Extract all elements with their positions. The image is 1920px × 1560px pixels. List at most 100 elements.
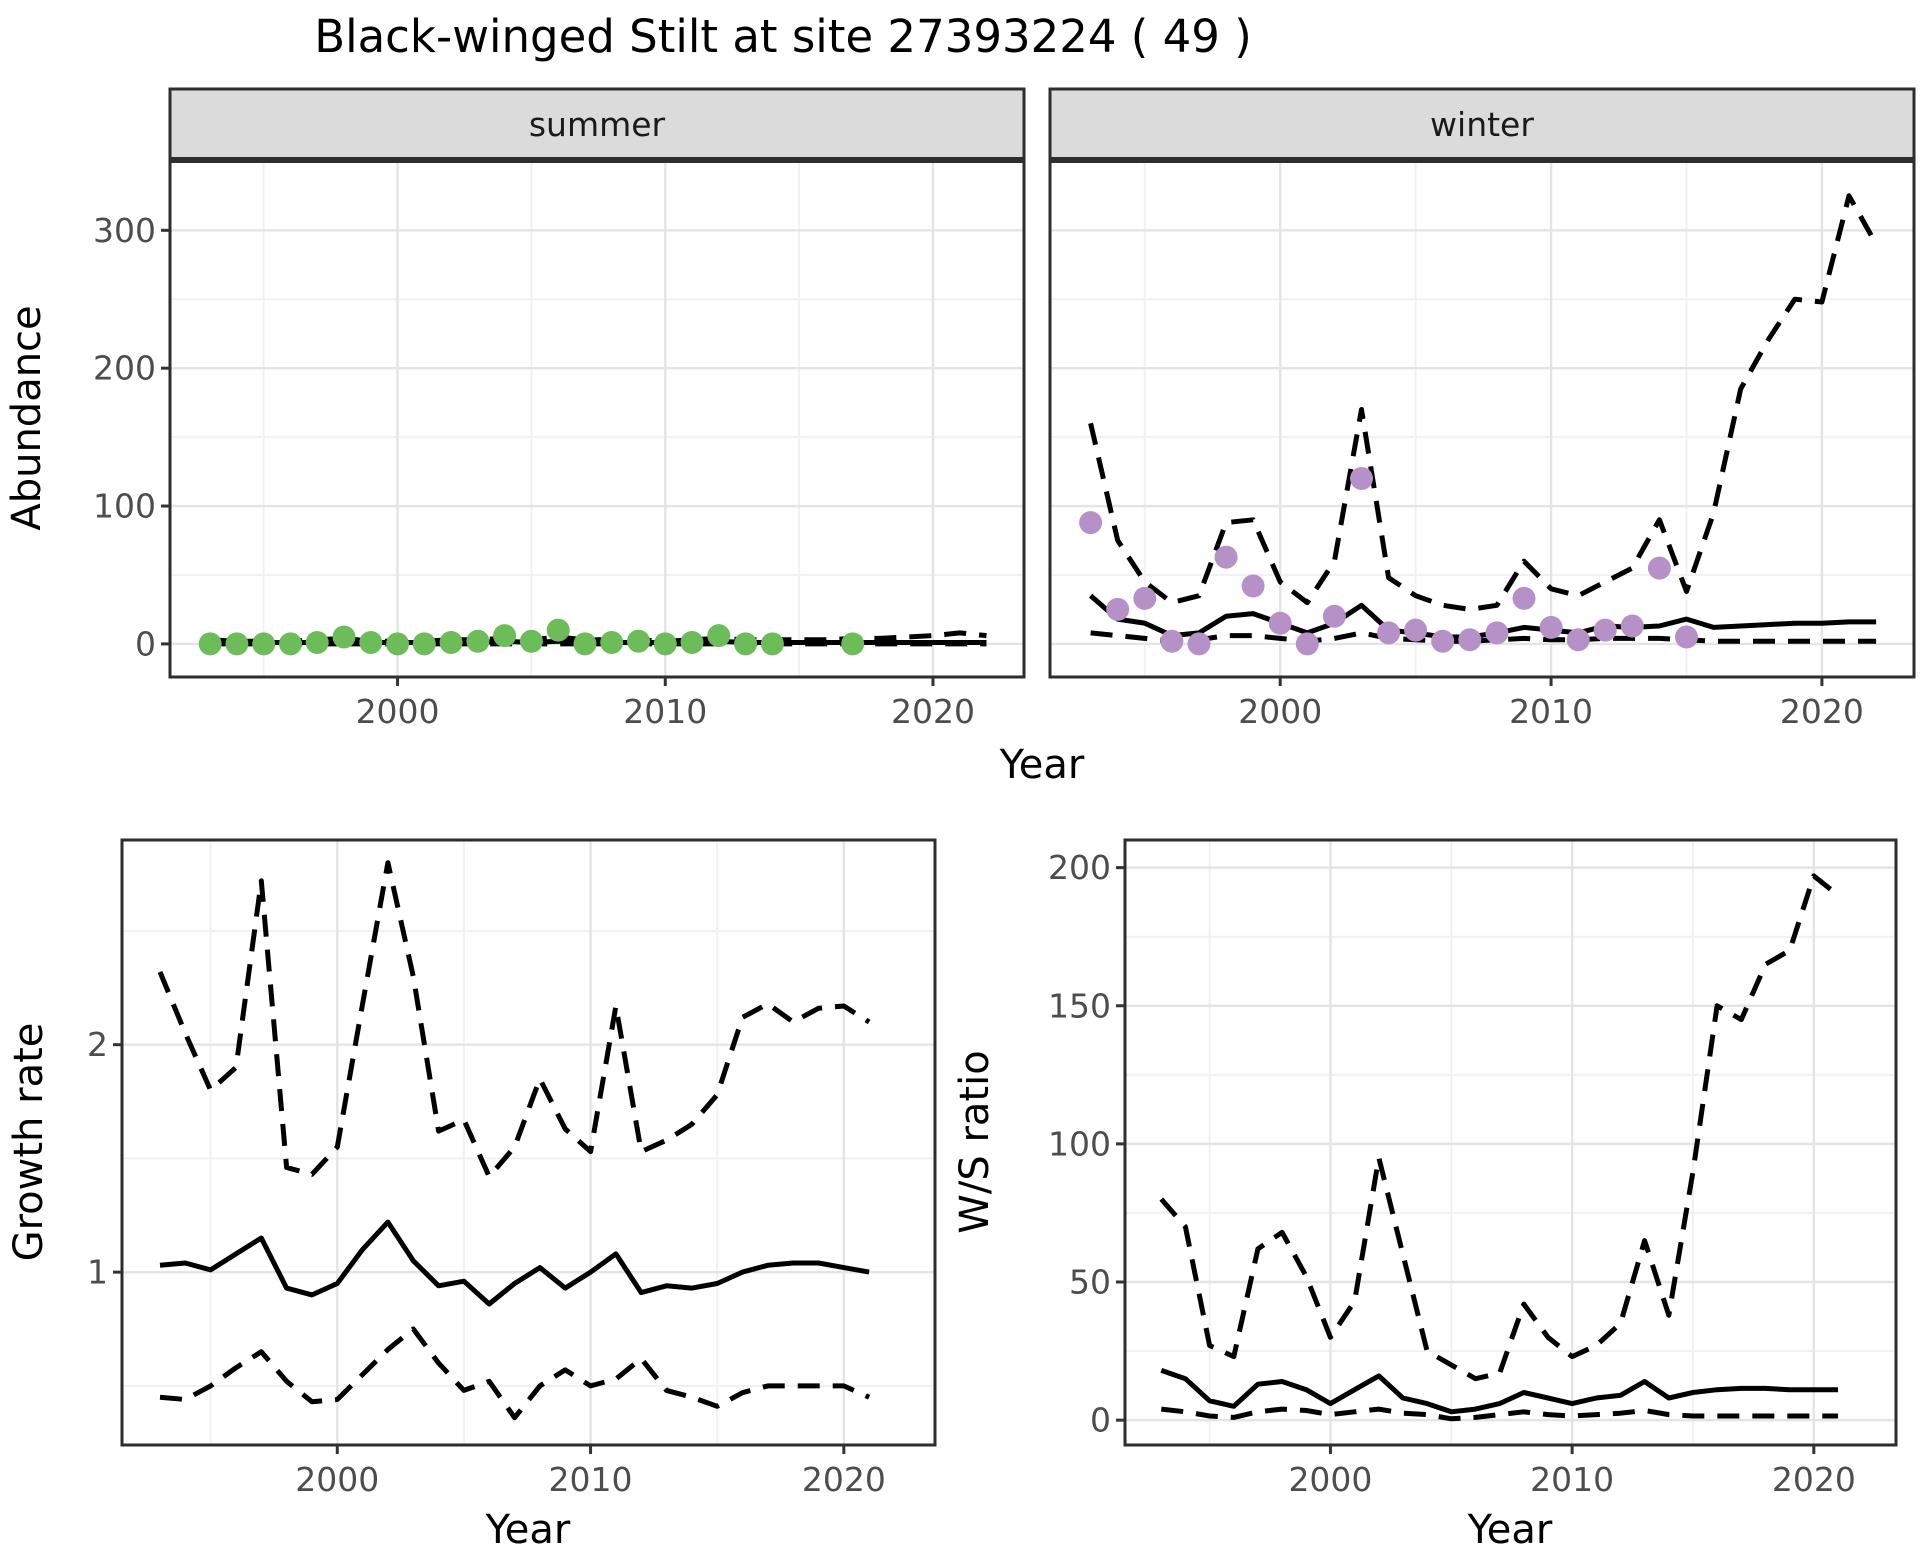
summer-data-point xyxy=(225,632,249,656)
winter-data-point xyxy=(1675,625,1698,649)
panel-winter: winter 2000 2010 2020 xyxy=(1048,87,1916,731)
summer-data-point xyxy=(493,624,517,648)
winter-data-point xyxy=(1566,628,1590,652)
summer-data-point xyxy=(466,629,490,653)
x-tick-label-ws-2020: 2020 xyxy=(1772,1460,1856,1499)
summer-data-point xyxy=(680,631,704,654)
summer-data-point xyxy=(841,632,865,656)
x-tick-label-growth-2010: 2010 xyxy=(549,1460,633,1499)
summer-data-point xyxy=(627,629,650,653)
growth-lower_ci-line xyxy=(159,1326,871,1421)
winter-data-point xyxy=(1377,621,1401,645)
summer-data-point xyxy=(279,632,302,656)
winter-data-point xyxy=(1241,574,1265,598)
y-tick-label-ws-150: 150 xyxy=(1048,986,1111,1025)
winter-median-line xyxy=(1088,593,1877,640)
panel-background-summer xyxy=(170,160,1024,677)
growth-median-line xyxy=(159,1219,870,1307)
ws-lower_ci-line xyxy=(1161,1406,1838,1422)
x-tick-label-summer-2000: 2000 xyxy=(356,692,440,731)
y-tick-label-ws-0: 0 xyxy=(1090,1401,1111,1440)
summer-data-point xyxy=(573,632,597,656)
x-tick-label-ws-2000: 2000 xyxy=(1288,1460,1372,1499)
x-axis-title-year-growth: Year xyxy=(485,1507,571,1553)
summer-data-point xyxy=(252,632,276,656)
x-axis-title-year-ws: Year xyxy=(1467,1507,1553,1553)
panel-border-growth xyxy=(120,838,937,1447)
y-tick-label-growth-1: 1 xyxy=(87,1253,108,1292)
summer-points xyxy=(198,618,865,656)
winter-lower_ci-line xyxy=(1090,630,1877,644)
summer-data-point xyxy=(412,632,436,656)
winter-data-point xyxy=(1404,618,1428,642)
panel-background-ws xyxy=(1125,840,1896,1445)
winter-data-point xyxy=(1539,615,1563,639)
panel-background-winter xyxy=(1050,160,1914,677)
x-axis-title-year-top: Year xyxy=(999,742,1085,788)
y-tick-label-summer-300: 300 xyxy=(93,211,156,250)
y-axis-title-ws-ratio: W/S ratio xyxy=(952,1050,998,1233)
y-axis-title-growth-rate: Growth rate xyxy=(6,1023,52,1262)
summer-data-point xyxy=(198,632,222,656)
summer-data-point xyxy=(734,632,758,656)
winter-data-point xyxy=(1458,628,1482,652)
summer-data-point xyxy=(519,629,543,653)
y-tick-label-ws-50: 50 xyxy=(1069,1263,1111,1302)
facet-label-summer: summer xyxy=(529,105,666,144)
summer-data-point xyxy=(600,631,624,654)
summer-data-point xyxy=(546,618,570,642)
summer-data-point xyxy=(760,632,784,656)
summer-data-point xyxy=(332,625,356,649)
summer-data-point xyxy=(653,632,677,656)
panel-summer: summer 2000 2010 2020 0 100 200 300 xyxy=(93,87,1026,731)
figure-title: Black-winged Stilt at site 27393224 ( 49… xyxy=(314,10,1252,63)
winter-data-point xyxy=(1295,632,1319,656)
winter-data-point xyxy=(1187,632,1211,656)
winter-data-point xyxy=(1133,586,1157,610)
winter-data-point xyxy=(1350,467,1373,490)
winter-data-point xyxy=(1106,597,1130,621)
ws-median-line xyxy=(1160,1368,1838,1415)
y-tick-label-ws-200: 200 xyxy=(1048,848,1111,887)
summer-data-point xyxy=(386,632,410,656)
x-tick-label-growth-2000: 2000 xyxy=(295,1460,379,1499)
facet-strip-winter xyxy=(1048,87,1916,162)
panel-background-growth xyxy=(122,840,935,1445)
winter-data-point xyxy=(1160,629,1184,653)
summer-data-point xyxy=(305,631,329,654)
winter-data-point xyxy=(1322,604,1346,628)
panel-growth: 2000 2010 2020 1 2 xyxy=(87,838,937,1499)
y-tick-label-summer-100: 100 xyxy=(93,487,156,526)
x-tick-label-winter-2000: 2000 xyxy=(1238,692,1322,731)
winter-data-point xyxy=(1268,611,1292,635)
y-tick-label-summer-0: 0 xyxy=(135,624,156,663)
winter-data-point xyxy=(1431,629,1455,653)
y-tick-label-growth-2: 2 xyxy=(87,1025,108,1064)
winter-data-point xyxy=(1593,618,1617,642)
winter-data-point xyxy=(1214,545,1238,569)
x-tick-label-ws-2010: 2010 xyxy=(1530,1460,1614,1499)
winter-points xyxy=(1079,467,1698,656)
winter-data-point xyxy=(1512,586,1536,610)
growth-upper_ci-line xyxy=(157,860,871,1180)
winter-data-point xyxy=(1620,614,1644,638)
winter-data-point xyxy=(1079,511,1103,535)
summer-data-point xyxy=(359,631,383,654)
x-tick-label-summer-2020: 2020 xyxy=(891,692,975,731)
x-tick-label-winter-2020: 2020 xyxy=(1780,692,1864,731)
x-tick-label-winter-2010: 2010 xyxy=(1509,692,1593,731)
winter-upper_ci-line xyxy=(1088,193,1879,612)
y-tick-label-summer-200: 200 xyxy=(93,349,156,388)
x-tick-label-summer-2010: 2010 xyxy=(623,692,707,731)
x-tick-label-growth-2020: 2020 xyxy=(802,1460,886,1499)
y-axis-title-abundance: Abundance xyxy=(4,305,50,530)
panel-ws: 2000 2010 2020 0 50 100 150 200 xyxy=(1048,838,1898,1499)
summer-data-point xyxy=(707,624,731,648)
y-tick-label-ws-100: 100 xyxy=(1048,1124,1111,1163)
summer-data-point xyxy=(439,631,463,654)
facet-label-winter: winter xyxy=(1430,105,1534,144)
winter-data-point xyxy=(1485,621,1509,645)
